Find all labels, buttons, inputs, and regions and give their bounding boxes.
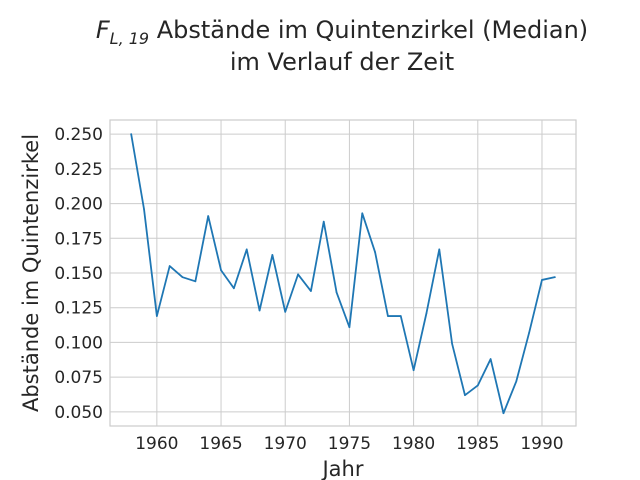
data-point <box>399 315 402 317</box>
data-point <box>489 358 492 360</box>
y-tick-labels: 0.050 0.075 0.100 0.125 0.150 0.175 0.200 0.225… <box>54 125 103 423</box>
data-point <box>258 309 261 312</box>
title-subscript: L, 19 <box>110 29 149 48</box>
data-point <box>233 287 235 290</box>
data-point <box>361 212 364 215</box>
y-tick-label: 0.175 <box>54 229 103 249</box>
plot-frame <box>109 119 577 427</box>
y-axis-label: Abstände im Quintenzirkel <box>19 134 43 412</box>
data-point <box>297 273 299 276</box>
data-point <box>554 276 556 278</box>
x-tick-label: 1970 <box>264 434 307 454</box>
data-point <box>541 279 543 281</box>
data-point <box>130 133 132 135</box>
x-tick-label: 1960 <box>135 434 178 454</box>
data-point <box>438 248 441 251</box>
data-point <box>476 384 479 387</box>
data-point <box>284 311 287 313</box>
data-point <box>528 331 530 334</box>
data-point <box>271 254 274 256</box>
x-tick-label: 1985 <box>456 434 499 454</box>
x-axis-label: Jahr <box>320 457 363 480</box>
data-point <box>348 326 351 328</box>
y-tick-label: 0.075 <box>54 368 103 388</box>
x-tick-label: 1975 <box>328 434 371 454</box>
data-point <box>374 251 376 253</box>
data-point <box>425 312 428 315</box>
x-tick-label: 1965 <box>199 434 242 454</box>
x-tick-label: 1980 <box>392 434 435 454</box>
data-point <box>168 265 171 267</box>
data-point <box>387 315 389 317</box>
data-point <box>502 412 505 415</box>
grid <box>110 120 576 426</box>
data-point <box>335 291 338 294</box>
y-tick-label: 0.100 <box>54 333 103 353</box>
data-point <box>143 208 145 210</box>
title-symbol: F <box>96 16 111 44</box>
data-point <box>207 215 210 217</box>
title-rest: Abstände im Quintenzirkel (Median) <box>149 16 588 44</box>
chart-title-line-1: FL, 19 Abstände im Quintenzirkel (Median… <box>96 16 588 48</box>
x-tick-label: 1990 <box>520 434 563 454</box>
data-point <box>310 290 312 292</box>
x-tick-labels: 1960 1965 1970 1975 1980 1985 1990 <box>135 434 563 454</box>
y-tick-label: 0.150 <box>54 264 103 284</box>
series-line <box>130 133 556 415</box>
data-point <box>156 315 158 317</box>
y-tick-label: 0.050 <box>54 403 103 423</box>
y-tick-label: 0.200 <box>54 195 103 215</box>
data-point <box>515 380 518 383</box>
y-tick-label: 0.225 <box>54 160 103 180</box>
data-point <box>220 269 222 272</box>
data-point <box>451 343 453 345</box>
data-point <box>464 394 466 396</box>
series-layer <box>130 133 556 415</box>
data-point <box>245 248 248 251</box>
chart-title-line-2: im Verlauf der Zeit <box>230 48 454 76</box>
data-point <box>181 276 184 278</box>
y-tick-label: 0.125 <box>54 299 103 319</box>
data-point <box>322 220 325 223</box>
y-tick-label: 0.250 <box>54 125 103 145</box>
data-point <box>194 280 197 283</box>
data-point <box>412 369 415 371</box>
